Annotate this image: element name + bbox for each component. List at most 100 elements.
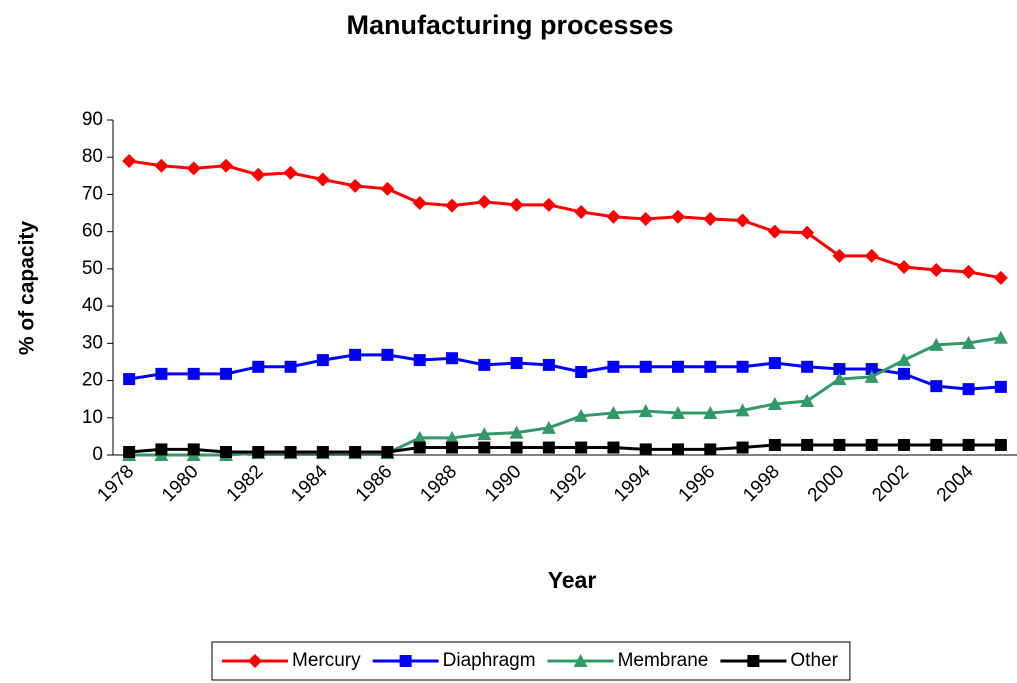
marker: [671, 405, 685, 419]
y-tick-label: 40: [82, 295, 103, 316]
marker: [413, 441, 426, 454]
marker: [154, 158, 169, 173]
marker: [509, 197, 524, 212]
marker: [735, 403, 750, 417]
marker: [349, 348, 362, 361]
x-tick-label: 1992: [545, 461, 590, 506]
y-tick-label: 70: [82, 183, 103, 204]
marker: [187, 443, 200, 456]
series-line: [129, 443, 1001, 454]
marker: [123, 373, 136, 386]
y-tick-label: 50: [82, 258, 103, 279]
marker: [865, 363, 878, 376]
marker: [897, 353, 911, 367]
marker: [445, 198, 459, 213]
marker: [477, 427, 492, 441]
x-tick-label: 1980: [158, 461, 203, 506]
marker: [994, 380, 1007, 393]
y-tick-label: 10: [82, 407, 103, 428]
marker: [510, 441, 523, 454]
x-tick-label: 1984: [287, 461, 332, 506]
chart-title: Manufacturing processes: [346, 10, 673, 40]
marker: [412, 430, 427, 444]
marker: [767, 397, 782, 411]
x-tick-label: 1994: [610, 461, 655, 506]
marker: [898, 438, 910, 451]
series-line: [128, 353, 1001, 391]
marker: [251, 167, 266, 182]
marker: [672, 360, 684, 373]
x-axis-label: Year: [548, 567, 597, 593]
marker: [446, 352, 458, 365]
marker: [573, 654, 588, 667]
marker: [381, 446, 394, 459]
marker: [704, 443, 717, 456]
marker: [832, 248, 847, 263]
marker: [639, 443, 652, 456]
marker: [606, 209, 621, 224]
marker: [252, 446, 265, 459]
marker: [477, 194, 492, 209]
marker: [316, 446, 329, 459]
marker: [248, 654, 262, 668]
marker: [252, 360, 265, 373]
marker: [930, 380, 943, 393]
marker: [801, 360, 814, 373]
marker: [284, 360, 297, 373]
x-tick-label: 1988: [416, 461, 461, 506]
marker: [283, 165, 298, 180]
marker: [864, 369, 879, 383]
marker: [993, 330, 1008, 344]
marker: [800, 225, 815, 240]
marker: [220, 367, 232, 380]
legend: Mercury Diaphragm Membrane Other: [211, 641, 851, 681]
series-line: [128, 159, 1002, 280]
marker: [800, 394, 815, 408]
x-tick-label: 1978: [93, 461, 138, 506]
marker: [510, 357, 523, 370]
marker: [961, 264, 976, 279]
marker: [767, 224, 782, 239]
marker: [638, 212, 653, 227]
legend-label: Diaphragm: [443, 650, 536, 671]
marker: [574, 408, 589, 422]
marker: [284, 446, 297, 459]
marker: [994, 438, 1007, 451]
marker: [542, 441, 555, 454]
marker: [704, 360, 717, 373]
marker: [768, 438, 781, 451]
marker: [446, 441, 458, 454]
marker: [735, 213, 750, 228]
marker: [671, 209, 685, 224]
y-tick-label: 0: [92, 444, 103, 465]
x-tick-label: 2002: [868, 461, 913, 506]
marker: [155, 443, 168, 456]
marker: [736, 360, 749, 373]
marker: [123, 446, 136, 459]
marker: [478, 358, 491, 371]
marker: [768, 357, 781, 370]
x-tick-label: 1996: [675, 461, 720, 506]
marker: [412, 196, 427, 211]
x-tick-label: 2000: [804, 461, 849, 506]
marker: [575, 365, 588, 378]
marker: [736, 441, 749, 454]
y-tick-label: 80: [82, 146, 103, 167]
marker: [186, 161, 201, 176]
marker: [832, 372, 847, 386]
marker: [962, 438, 975, 451]
marker: [348, 178, 363, 193]
x-tick-label: 1998: [739, 461, 784, 506]
marker: [961, 335, 976, 349]
marker: [122, 153, 137, 168]
marker: [703, 212, 718, 227]
x-tick-label: 1982: [223, 461, 268, 506]
marker: [413, 354, 426, 367]
marker: [541, 197, 556, 212]
marker: [380, 181, 395, 196]
marker: [639, 360, 652, 373]
marker: [220, 446, 232, 459]
marker: [672, 443, 684, 456]
marker: [929, 263, 944, 278]
marker: [747, 655, 760, 667]
